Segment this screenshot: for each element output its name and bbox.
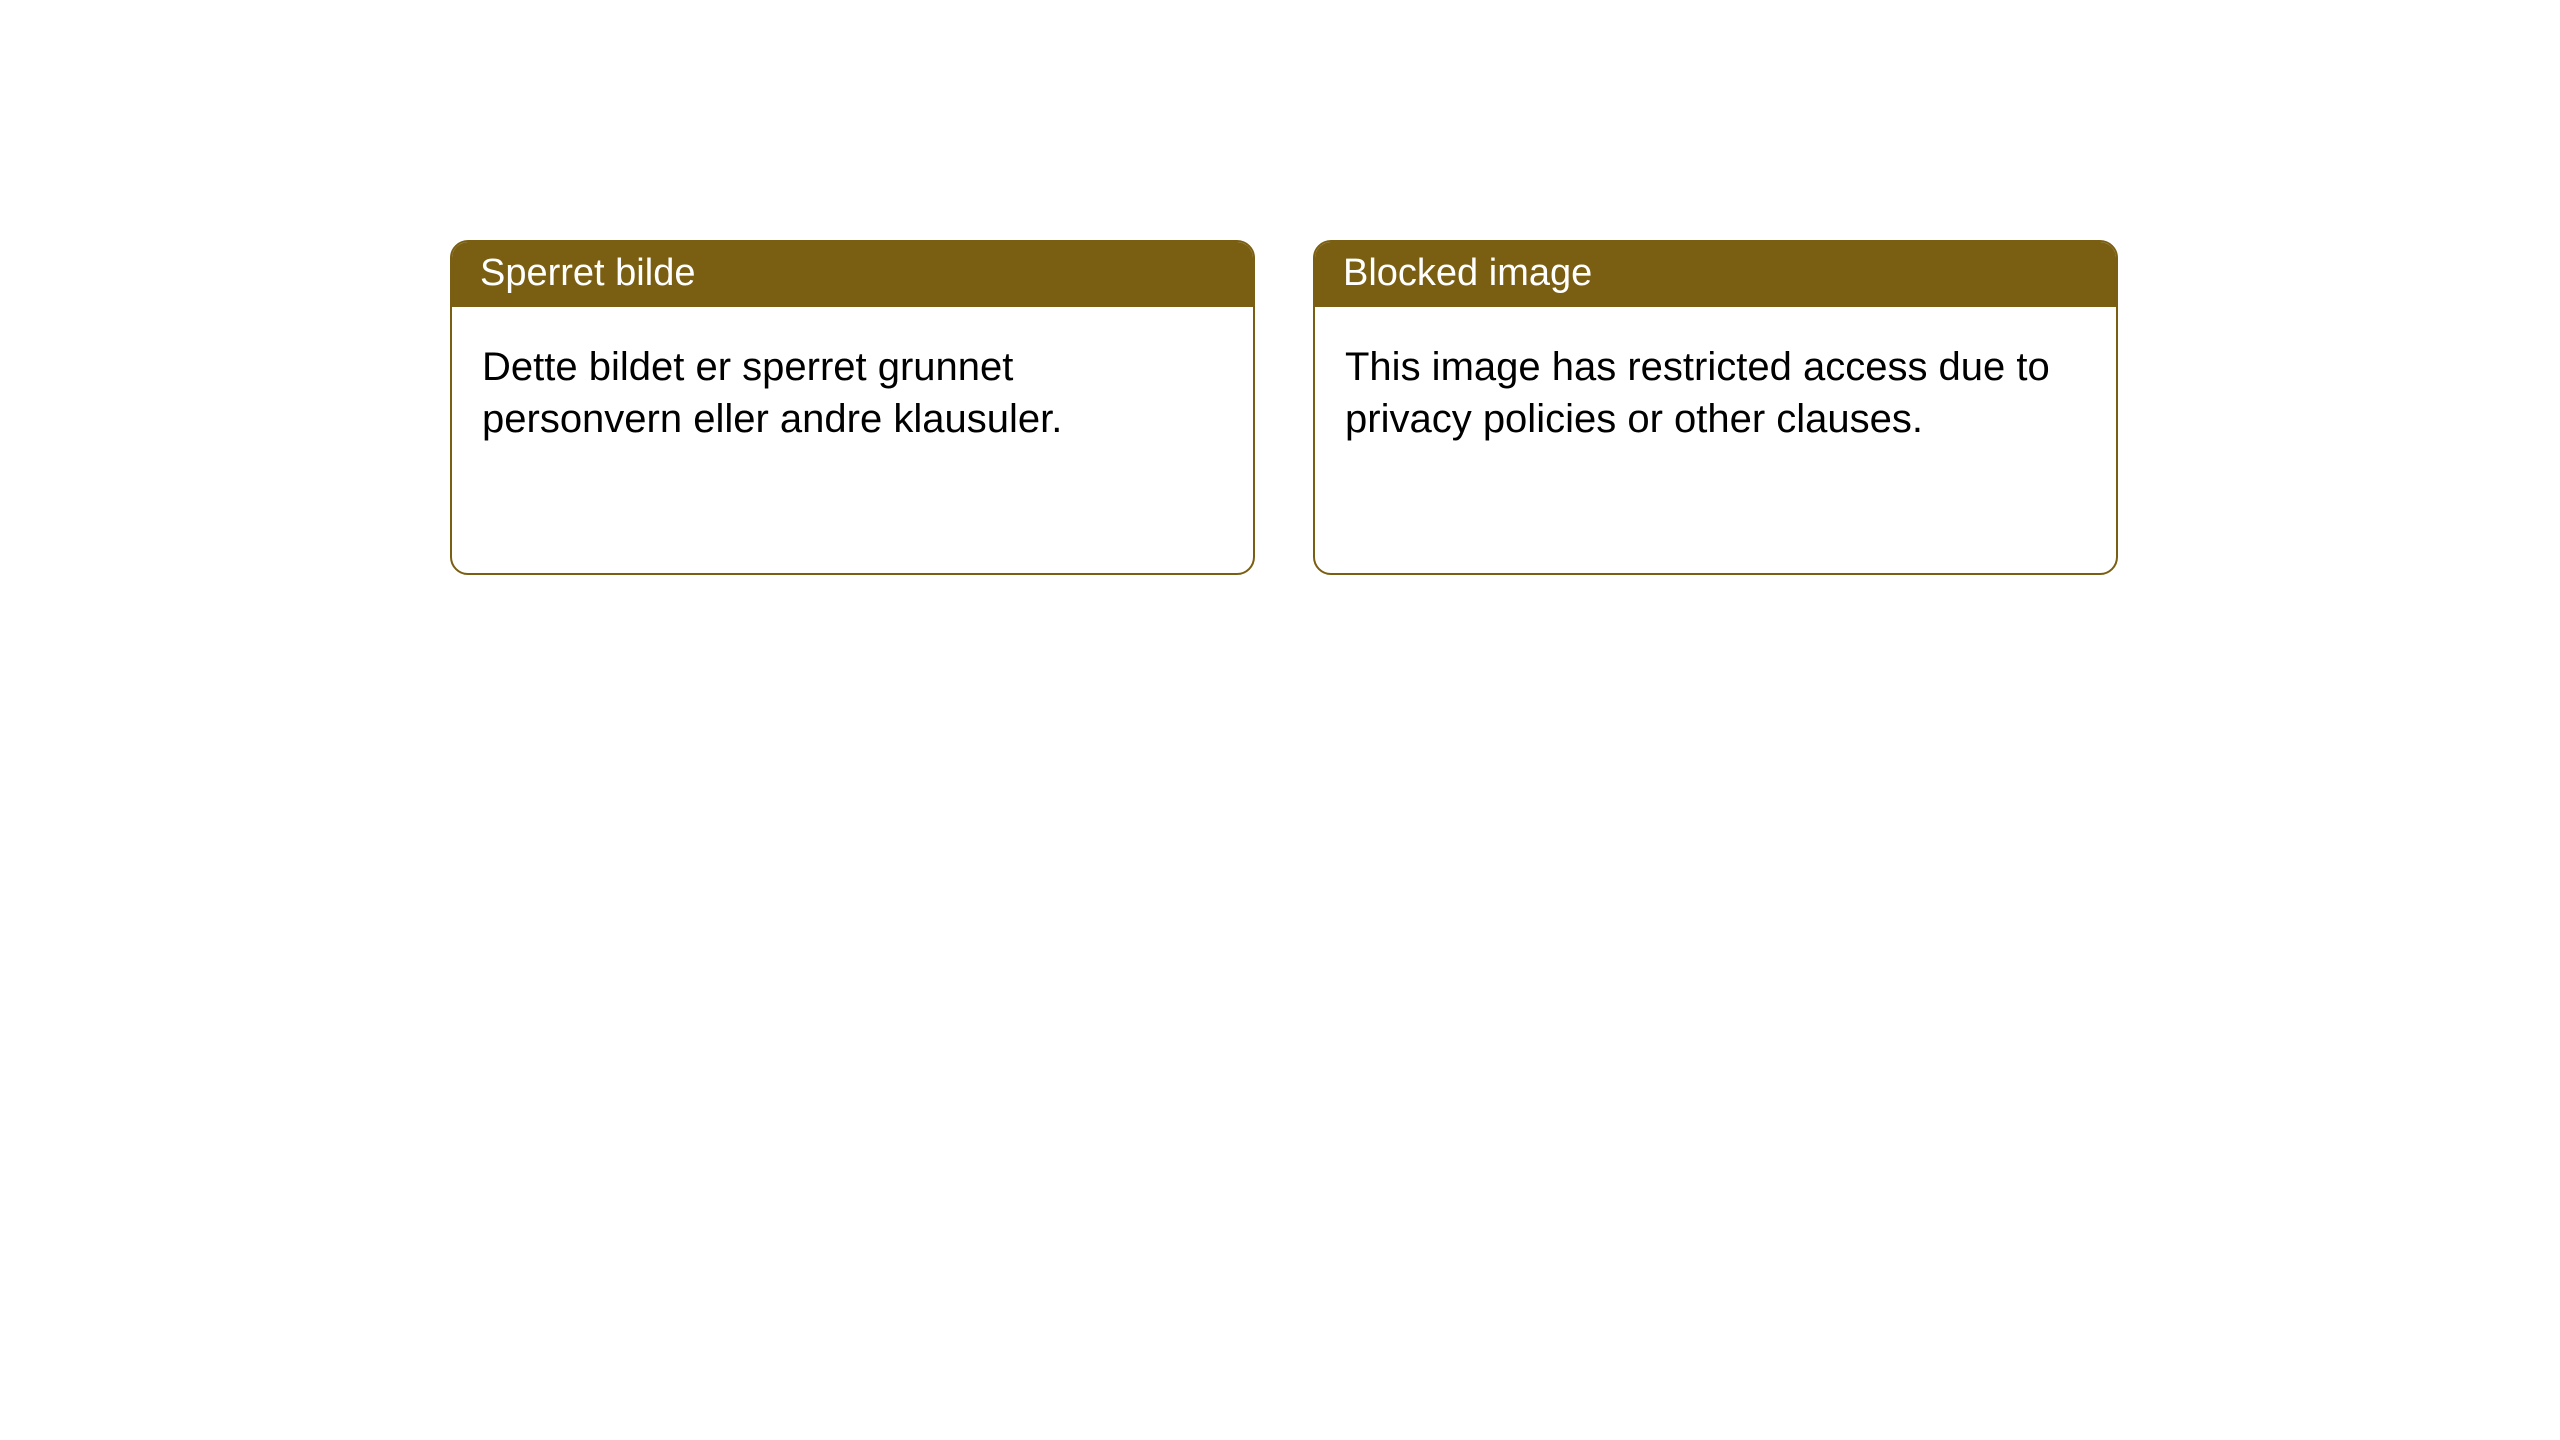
blocked-image-cards: Sperret bilde Dette bildet er sperret gr…	[0, 0, 2560, 575]
card-header: Sperret bilde	[452, 242, 1253, 307]
card-header: Blocked image	[1315, 242, 2116, 307]
card-body: This image has restricted access due to …	[1315, 307, 2116, 479]
blocked-image-card-no: Sperret bilde Dette bildet er sperret gr…	[450, 240, 1255, 575]
blocked-image-card-en: Blocked image This image has restricted …	[1313, 240, 2118, 575]
card-body: Dette bildet er sperret grunnet personve…	[452, 307, 1253, 479]
